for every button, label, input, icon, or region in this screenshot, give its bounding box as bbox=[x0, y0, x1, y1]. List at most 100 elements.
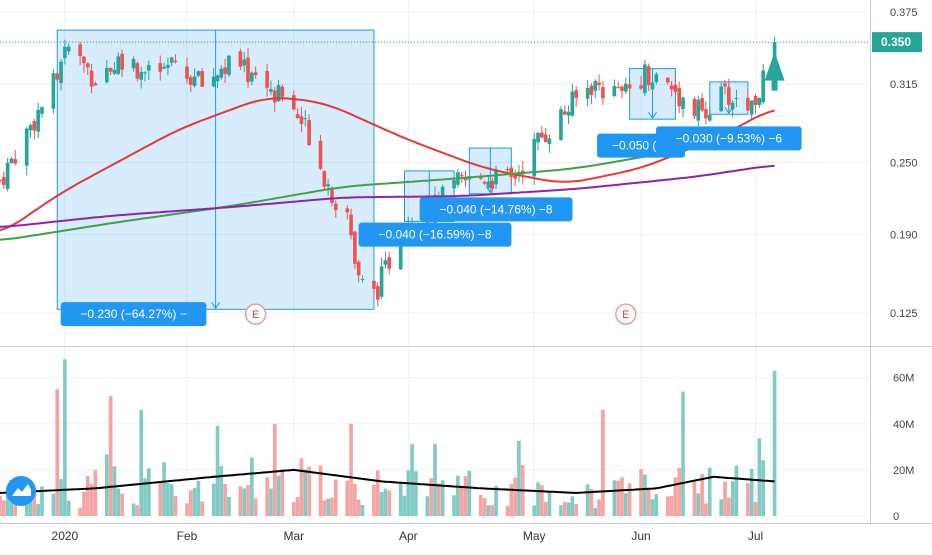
volume-bar bbox=[559, 505, 563, 516]
candle-up bbox=[593, 81, 598, 91]
volume-bar bbox=[345, 480, 350, 516]
volume-bar bbox=[509, 483, 514, 516]
volume-bar bbox=[673, 477, 678, 516]
volume-bar bbox=[570, 496, 575, 516]
volume-bar bbox=[13, 495, 18, 516]
buy-arrow-stem bbox=[771, 80, 778, 91]
volume-bar bbox=[669, 495, 674, 516]
volume-bar bbox=[482, 497, 487, 516]
volume-bar bbox=[272, 423, 277, 516]
volume-bar bbox=[303, 469, 308, 516]
volume-bar bbox=[643, 474, 647, 516]
volume-bar bbox=[0, 495, 2, 516]
candle-down bbox=[292, 95, 296, 110]
volume-bar bbox=[601, 409, 605, 516]
candle-down bbox=[543, 134, 548, 143]
volume-bar bbox=[620, 477, 624, 516]
candle-down bbox=[223, 67, 227, 74]
volume-bar bbox=[433, 443, 437, 516]
candle-down bbox=[322, 171, 327, 187]
last-price-badge bbox=[872, 32, 922, 53]
volume-bar bbox=[379, 492, 384, 516]
date-tick-label: 2020 bbox=[52, 529, 79, 543]
candle-down bbox=[246, 57, 250, 83]
volume-bar bbox=[196, 480, 201, 516]
volume-bar bbox=[707, 467, 712, 516]
volume-bar bbox=[478, 494, 483, 516]
volume-bar bbox=[547, 491, 552, 516]
candle-down bbox=[318, 140, 323, 169]
candle-down bbox=[505, 169, 510, 171]
volume-bar bbox=[360, 504, 365, 516]
candle-down bbox=[513, 175, 517, 179]
volume-bar bbox=[188, 490, 193, 516]
volume-bar bbox=[28, 497, 33, 516]
volume-moving-average bbox=[0, 468, 775, 494]
candle-up bbox=[66, 46, 71, 52]
candle-up bbox=[547, 138, 552, 145]
candle-up bbox=[303, 118, 308, 120]
earnings-marker bbox=[244, 303, 267, 325]
candle-up bbox=[654, 74, 659, 83]
volume-bar bbox=[639, 469, 643, 516]
volume-bar bbox=[772, 370, 777, 516]
candle-down bbox=[120, 53, 124, 70]
volume-bar bbox=[32, 493, 37, 516]
volume-bar bbox=[677, 467, 682, 516]
candle-up bbox=[383, 260, 388, 265]
volume-bar bbox=[536, 482, 540, 516]
volume-bar bbox=[292, 502, 296, 516]
date-tick-label: May bbox=[523, 529, 546, 543]
volume-bar bbox=[40, 486, 44, 516]
candle-up bbox=[559, 109, 563, 140]
candle-down bbox=[482, 181, 487, 184]
volume-bar bbox=[238, 486, 243, 516]
candle-down bbox=[253, 72, 258, 76]
candle-down bbox=[85, 63, 90, 68]
candle-down bbox=[646, 66, 651, 86]
candle-down bbox=[597, 82, 601, 86]
candle-down bbox=[82, 56, 86, 64]
candle-up bbox=[707, 114, 712, 121]
volume-bar bbox=[665, 496, 670, 516]
price-tick-label: 0.375 bbox=[890, 7, 918, 19]
candle-down bbox=[295, 114, 300, 119]
volume-bar bbox=[383, 488, 388, 516]
candle-up bbox=[9, 158, 14, 163]
candle-down bbox=[280, 86, 285, 97]
volume-bar bbox=[51, 493, 56, 516]
volume-bar bbox=[318, 465, 323, 516]
candle-down bbox=[135, 63, 140, 79]
volume-ma-line bbox=[0, 468, 775, 494]
volume-bar bbox=[494, 485, 498, 516]
volume-bar bbox=[299, 458, 304, 516]
candle-up bbox=[360, 279, 365, 281]
date-tick-label: Apr bbox=[399, 529, 418, 543]
measure-arrow-head bbox=[485, 186, 495, 194]
candle-down bbox=[753, 96, 758, 105]
candle-up bbox=[51, 73, 56, 109]
candle-up bbox=[139, 71, 143, 80]
candle-down bbox=[2, 177, 6, 185]
candle-down bbox=[704, 109, 708, 119]
volume-bar bbox=[322, 500, 327, 516]
volume-bar bbox=[242, 488, 247, 516]
volume-bar bbox=[108, 396, 113, 516]
volume-bar bbox=[692, 481, 697, 516]
volume-bar bbox=[280, 469, 285, 516]
candle-up bbox=[242, 59, 247, 66]
candle-down bbox=[330, 187, 334, 203]
volume-bar bbox=[696, 493, 701, 516]
candle-up bbox=[719, 86, 723, 112]
volume-bar bbox=[654, 494, 659, 516]
volume-bar bbox=[440, 480, 445, 516]
earnings-marker bbox=[615, 303, 637, 325]
volume-bar bbox=[89, 484, 94, 516]
volume-bar bbox=[402, 495, 407, 516]
price-tick-label: 0.190 bbox=[890, 230, 918, 242]
volume-bar bbox=[429, 478, 433, 516]
volume-bar bbox=[223, 483, 227, 516]
candle-up bbox=[570, 91, 575, 116]
